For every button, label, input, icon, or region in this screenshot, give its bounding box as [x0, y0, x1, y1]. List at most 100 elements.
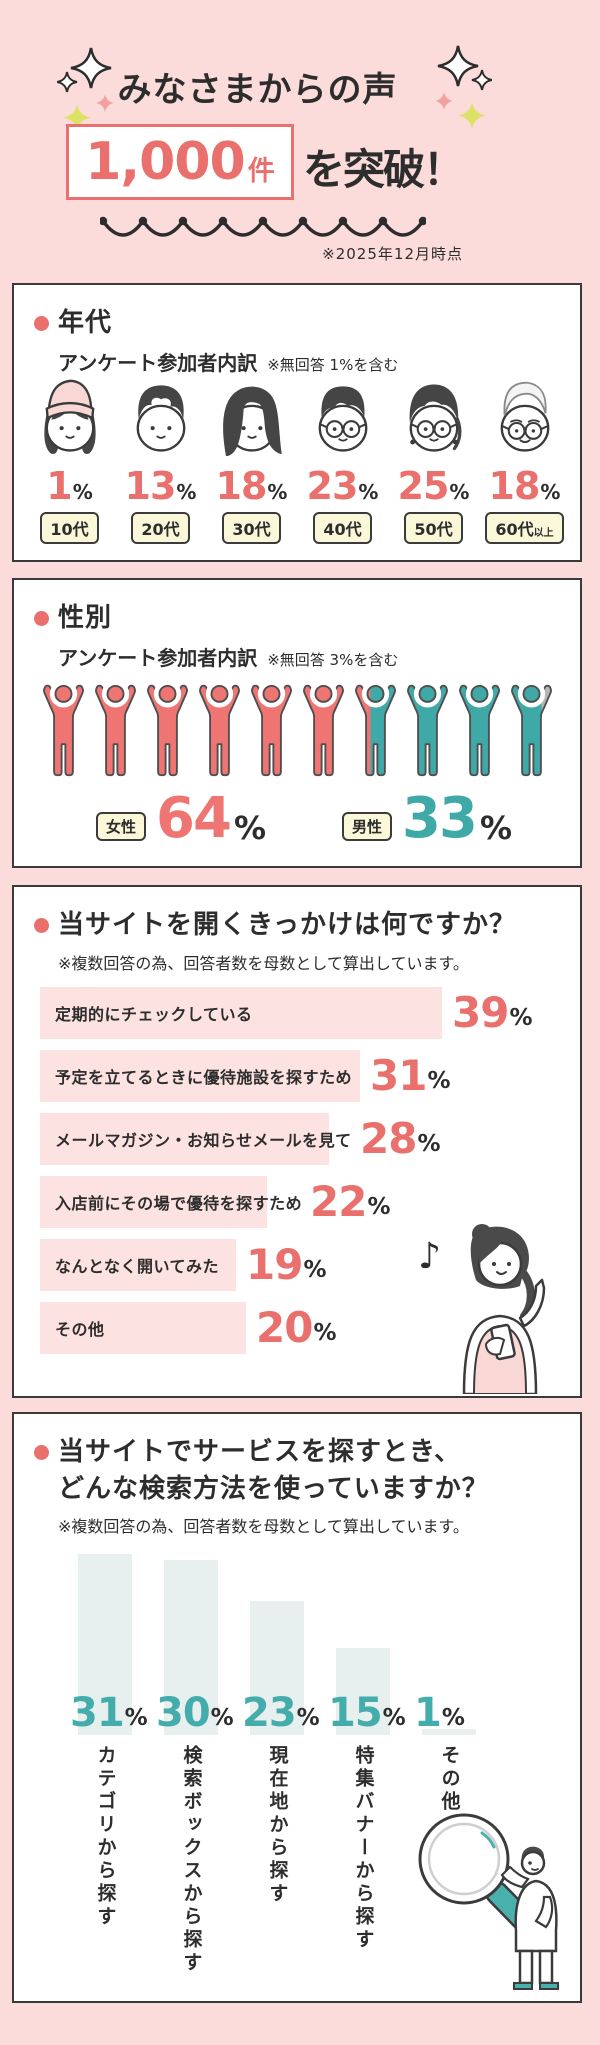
age-groups-row: 1% 10代 13% 20代 18% 30代 23% 40代 25% 50代 18% 60代 以上	[24, 369, 570, 545]
person-arms-raised-icon	[94, 684, 136, 777]
age-percentage: 25%	[397, 464, 470, 508]
age-percentage: 13%	[124, 464, 197, 508]
age-percentage: 18%	[215, 464, 288, 508]
search-section-title-line2: どんな検索方法を使っていますか？	[58, 1473, 489, 1504]
female-stat: 女性 64 %	[96, 786, 267, 851]
woman-long-hair-face-icon	[213, 369, 291, 465]
search-bar	[250, 1601, 304, 1735]
person-arms-raised-icon	[458, 684, 500, 777]
search-percentage: 30%	[156, 1690, 234, 1736]
woman-glasses-face-icon	[395, 369, 473, 465]
trigger-percentage: 31%	[370, 1051, 451, 1101]
young-man-face-icon	[122, 369, 200, 465]
age-label: 10代	[40, 512, 99, 545]
age-label: 30代	[222, 512, 281, 545]
age-label: 40代	[313, 512, 372, 545]
search-bar-chart: 31% カテゴリから探す 30% 検索ボックスから探す 23% 現在地から探す 15% 特集バ…	[62, 1554, 492, 1975]
age-percentage: 1%	[46, 464, 93, 508]
teen-girl-beanie-face-icon	[31, 369, 109, 465]
search-method-column: 1% その他	[406, 1554, 492, 1975]
female-unit: %	[233, 809, 267, 848]
search-percentage: 15%	[328, 1690, 406, 1736]
gender-subtitle: アンケート参加者内訳	[58, 645, 258, 670]
man-with-magnifying-glass-illustration	[418, 1813, 559, 1990]
red-dot-icon	[34, 315, 49, 331]
search-method-column: 31% カテゴリから探す	[62, 1554, 148, 1975]
trigger-percentage: 28%	[360, 1114, 441, 1164]
trigger-section-title: 当サイトを開くきっかけは何ですか？	[58, 910, 516, 940]
trigger-bar	[40, 987, 442, 1039]
person-arms-raised-icon	[198, 684, 240, 777]
age-percentage: 18%	[488, 464, 561, 508]
age-label: 60代 以上	[485, 512, 564, 545]
trigger-bar	[40, 1176, 267, 1228]
person-arms-raised-icon	[42, 684, 84, 777]
trigger-bar	[40, 1239, 236, 1291]
person-arms-raised-icon	[510, 684, 552, 777]
male-unit: %	[479, 809, 513, 848]
person-arms-raised-icon	[302, 684, 344, 777]
age-percentage: 23%	[306, 464, 379, 508]
red-dot-icon	[34, 610, 49, 626]
trigger-percentage: 19%	[246, 1240, 327, 1290]
person-arms-raised-icon	[354, 684, 396, 777]
person-arms-raised-icon	[406, 684, 448, 777]
search-method-column: 23% 現在地から探す	[234, 1554, 320, 1975]
age-subtitle: アンケート参加者内訳	[58, 350, 258, 375]
man-glasses-face-icon	[304, 369, 382, 465]
age-group: 13% 20代	[115, 369, 206, 545]
search-bar	[164, 1560, 218, 1735]
gender-stats: 女性 64 % 男性 33 %	[14, 786, 580, 858]
person-arms-raised-icon	[146, 684, 188, 777]
senior-man-glasses-face-icon	[486, 369, 564, 465]
count-suffix: を突破！	[303, 145, 465, 194]
age-label: 50代	[404, 512, 463, 545]
trigger-bar	[40, 1050, 360, 1102]
trigger-bar-row: 予定を立てるときに優待施設を探すため 31%	[40, 1050, 566, 1102]
search-percentage: 1%	[414, 1690, 465, 1736]
count-unit: 件	[247, 155, 275, 187]
search-percentage: 31%	[70, 1690, 148, 1736]
trigger-note: ※複数回答の為、回答者数を母数として算出しています。	[58, 953, 469, 973]
trigger-bar-row: その他 20%	[40, 1302, 566, 1354]
trigger-bar-row: メールマガジン・お知らせメールを見て 28%	[40, 1113, 566, 1165]
trigger-bar-row: なんとなく開いてみた 19%	[40, 1239, 566, 1291]
search-bar	[78, 1554, 132, 1735]
date-note: ※2025年12月時点	[322, 245, 463, 263]
trigger-percentage: 39%	[452, 988, 533, 1038]
age-group: 1% 10代	[24, 369, 115, 545]
age-section-card: 年代 アンケート参加者内訳 ※無回答 1%を含む 1% 10代 13% 20代 18% 3…	[12, 283, 582, 562]
gender-section-card: 性別 アンケート参加者内訳 ※無回答 3%を含む 女性 64 % 男性 33 %	[12, 578, 582, 868]
age-group: 18% 60代 以上	[479, 369, 570, 545]
female-label: 女性	[96, 811, 147, 841]
age-note: ※無回答 1%を含む	[267, 355, 399, 374]
search-percentage: 23%	[242, 1690, 320, 1736]
trigger-bar-row: 入店前にその場で優待を探すため 22%	[40, 1176, 566, 1228]
person-arms-raised-icon	[250, 684, 292, 777]
search-section-title-line1: 当サイトでサービスを探すとき、	[58, 1437, 462, 1467]
trigger-percentage: 20%	[256, 1303, 337, 1353]
red-dot-icon	[34, 1444, 49, 1460]
age-section-title: 年代	[58, 308, 113, 338]
wave-divider-icon	[100, 216, 426, 237]
trigger-bar	[40, 1302, 246, 1354]
woman-holding-phone-illustration: ♪	[418, 1224, 546, 1394]
male-stat: 男性 33 %	[342, 786, 513, 851]
age-label: 20代	[131, 512, 190, 545]
trigger-percentage: 22%	[310, 1177, 391, 1227]
search-section-card: 当サイトでサービスを探すとき、 どんな検索方法を使っていますか？ ※複数回答の為…	[12, 1412, 582, 2003]
page-title: みなさまからの声	[117, 70, 398, 110]
age-group: 25% 50代	[388, 369, 479, 545]
search-method-column: 30% 検索ボックスから探す	[148, 1554, 234, 1975]
trigger-bar-chart: 定期的にチェックしている 39% 予定を立てるときに優待施設を探すため 31% メールマ…	[40, 987, 566, 1365]
gender-section-title: 性別	[58, 603, 113, 633]
trigger-bar-row: 定期的にチェックしている 39%	[40, 987, 566, 1039]
female-value: 64	[156, 786, 232, 851]
search-note: ※複数回答の為、回答者数を母数として算出しています。	[58, 1517, 469, 1536]
trigger-bar	[40, 1113, 329, 1165]
search-method-column: 15% 特集バナーから探す	[320, 1554, 406, 1975]
age-group: 23% 40代	[297, 369, 388, 545]
male-value: 33	[402, 786, 478, 851]
gender-pictogram-row	[38, 684, 556, 778]
